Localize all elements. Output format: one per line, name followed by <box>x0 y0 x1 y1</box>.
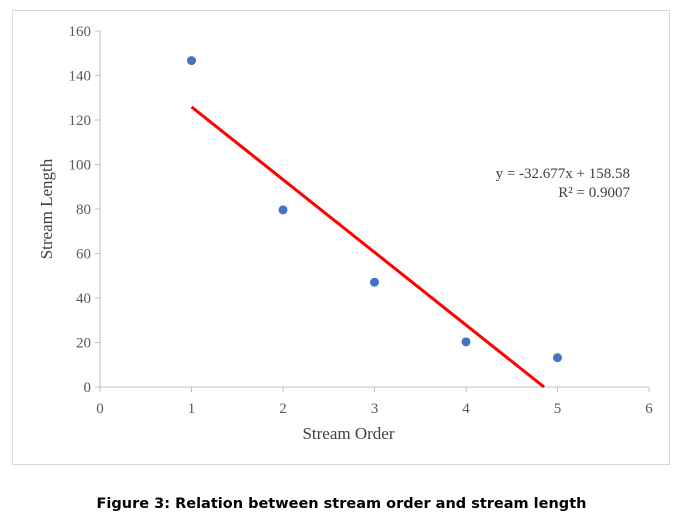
data-point <box>461 337 471 347</box>
scatter-chart: 0 20 40 60 80 100 120 140 160 0 1 2 3 4 5 6 Stream Order… <box>37 24 653 443</box>
y-axis-title: Stream Length <box>37 158 56 259</box>
y-tick-label: 140 <box>69 69 92 85</box>
y-tick-label: 0 <box>84 380 92 396</box>
chart-frame <box>12 10 670 465</box>
data-point <box>370 277 379 287</box>
figure-caption: Figure 3: Relation between stream order … <box>96 496 587 512</box>
x-tick-label: 2 <box>279 401 287 417</box>
x-tick-label: 1 <box>188 401 196 417</box>
x-tick-label: 6 <box>645 401 653 417</box>
y-tick-label: 20 <box>76 336 91 352</box>
y-tick-label: 120 <box>69 113 92 129</box>
y-tick-label: 40 <box>76 291 91 307</box>
x-tick-label: 4 <box>462 401 470 417</box>
data-point <box>187 56 196 66</box>
y-tick-label: 100 <box>69 158 92 174</box>
x-tick-label: 5 <box>554 401 562 417</box>
data-point <box>553 353 562 363</box>
y-tick-label: 60 <box>76 247 91 263</box>
x-axis-title: Stream Order <box>302 424 394 443</box>
trendline <box>190 105 545 389</box>
data-point <box>278 205 288 215</box>
y-tick-label: 80 <box>76 202 91 218</box>
trendline-equation: y = -32.677x + 158.58 <box>496 166 630 182</box>
y-tick-label: 160 <box>69 24 92 40</box>
r-squared-label: R² = 0.9007 <box>558 185 630 201</box>
x-tick-label: 0 <box>96 401 104 417</box>
x-tick-label: 3 <box>371 401 379 417</box>
